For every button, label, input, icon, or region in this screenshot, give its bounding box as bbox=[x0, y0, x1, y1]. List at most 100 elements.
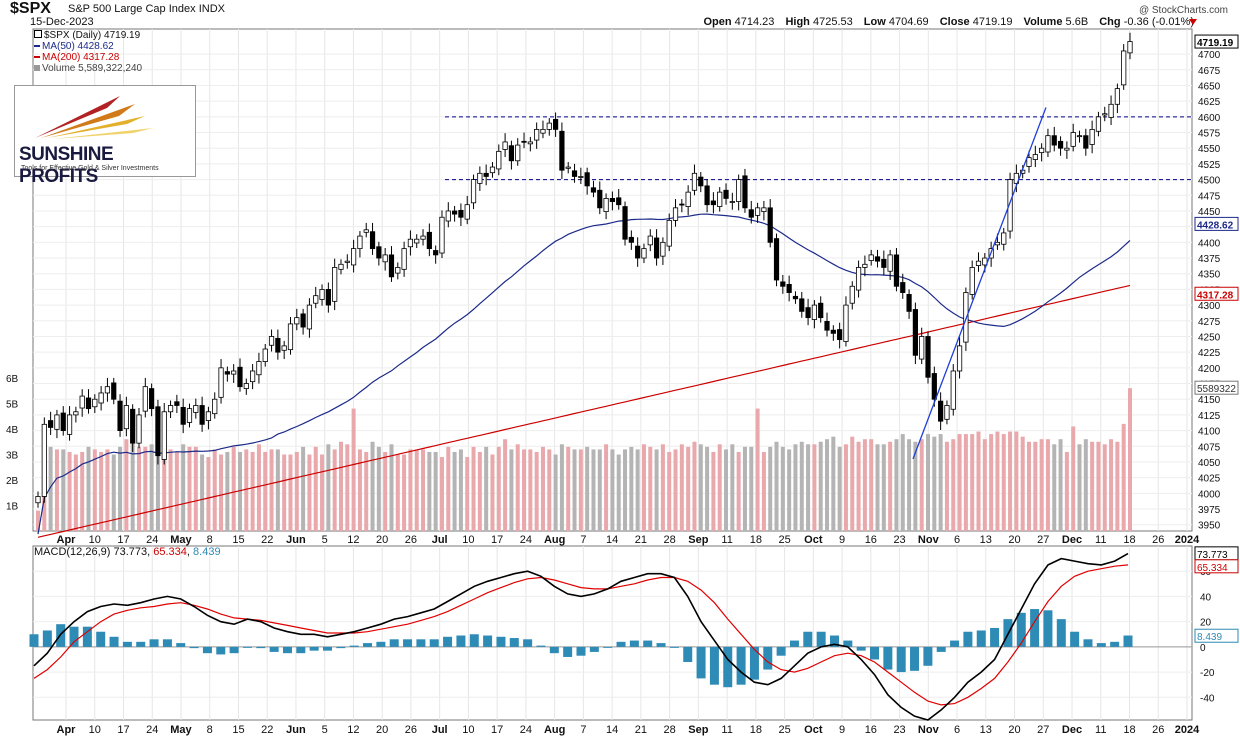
chg-down-icon bbox=[1189, 19, 1197, 25]
volume-bar bbox=[812, 444, 817, 531]
volume-bar bbox=[225, 451, 230, 531]
volume-bar bbox=[749, 446, 754, 531]
signal-flag-box bbox=[1194, 559, 1239, 574]
macd-hist-bar bbox=[296, 646, 306, 654]
y-tick-label: 4200 bbox=[1198, 364, 1221, 375]
macd-sep: , bbox=[147, 546, 154, 558]
x-tick-label: Sep bbox=[688, 534, 708, 546]
volume-bar bbox=[1045, 439, 1050, 531]
volume-bar bbox=[1083, 439, 1088, 531]
volume-bar bbox=[244, 449, 249, 531]
volume-bar bbox=[313, 446, 318, 531]
volume-bar bbox=[932, 436, 937, 531]
chart-date: 15-Dec-2023 bbox=[30, 16, 94, 28]
candle-body bbox=[578, 176, 584, 178]
candle-body bbox=[761, 207, 767, 213]
candle-body bbox=[186, 408, 193, 423]
candle-body bbox=[754, 207, 761, 216]
volume-bar bbox=[780, 446, 785, 531]
volume-bar bbox=[288, 454, 293, 531]
legend-price: $SPX (Daily) 4719.19 bbox=[34, 30, 142, 41]
candle-body bbox=[300, 313, 306, 328]
y-tick-label: 4350 bbox=[1198, 270, 1221, 281]
x-tick-label-bottom: 28 bbox=[663, 724, 675, 736]
volume-bar bbox=[1121, 423, 1126, 531]
volume-bar bbox=[427, 451, 432, 531]
volume-bar bbox=[162, 451, 167, 531]
macd-hist-bar bbox=[1123, 635, 1133, 647]
candle-body bbox=[622, 206, 628, 240]
macd-hist-bar bbox=[723, 646, 733, 688]
volume-bar bbox=[1109, 439, 1114, 531]
candle-body bbox=[975, 260, 982, 266]
macd-hist-bar bbox=[176, 643, 186, 647]
x-tick-label: 20 bbox=[1008, 534, 1020, 546]
candle-body bbox=[521, 140, 527, 143]
x-tick-label: 9 bbox=[839, 534, 845, 546]
volume-bar bbox=[604, 444, 609, 531]
candle-body bbox=[1095, 116, 1102, 132]
candle-body bbox=[1127, 41, 1133, 54]
volume-bar bbox=[496, 446, 501, 531]
macd-hist-bar bbox=[96, 631, 106, 647]
macd-hist-bar bbox=[256, 646, 266, 649]
volume-bar bbox=[219, 454, 224, 531]
candle-body bbox=[1114, 88, 1120, 105]
legend-ma200: MA(200) 4317.28 bbox=[34, 52, 142, 63]
candle-body bbox=[433, 250, 439, 256]
volume-bar bbox=[635, 449, 640, 531]
x-tick-label-bottom: 24 bbox=[146, 724, 158, 736]
x-tick-label: 25 bbox=[778, 534, 790, 546]
x-tick-label-bottom: Sep bbox=[688, 724, 708, 736]
candle-body bbox=[193, 405, 199, 413]
candle-body bbox=[313, 295, 319, 304]
volume-bar bbox=[761, 451, 766, 531]
macd-hist-bar bbox=[923, 646, 933, 666]
volume-bar bbox=[623, 449, 628, 531]
candle-body bbox=[723, 189, 729, 199]
macd-hist-bar bbox=[776, 646, 786, 656]
volume-bar bbox=[294, 451, 299, 531]
macd-hist-bar bbox=[816, 631, 826, 647]
candle-body bbox=[401, 248, 407, 270]
volume-bar bbox=[831, 436, 836, 531]
candle-body bbox=[843, 304, 849, 342]
candle-body bbox=[660, 241, 666, 257]
volume-label: Volume bbox=[1023, 16, 1063, 28]
macd-hist-bar bbox=[936, 646, 946, 652]
volume-bar bbox=[118, 446, 123, 531]
volume-bar bbox=[559, 444, 564, 531]
volume-bar bbox=[36, 510, 40, 531]
x-tick-label-bottom: 22 bbox=[261, 724, 273, 736]
candle-body bbox=[369, 231, 376, 250]
volume-flag: 5589322 bbox=[1197, 384, 1236, 395]
candle-body bbox=[729, 201, 735, 203]
candle-body bbox=[275, 337, 281, 353]
macd-hist-bar bbox=[122, 641, 132, 647]
candle-body bbox=[653, 237, 660, 259]
volume-bar bbox=[206, 457, 211, 531]
candle-body bbox=[130, 408, 136, 444]
candle-body bbox=[868, 254, 874, 261]
volume-bar bbox=[383, 451, 388, 531]
volume-bar bbox=[787, 449, 792, 531]
open-label: Open bbox=[703, 16, 732, 28]
volume-bar bbox=[1115, 441, 1120, 531]
candle-body bbox=[672, 207, 679, 221]
macd-hist-bar bbox=[803, 631, 813, 647]
volume-bar bbox=[768, 446, 773, 531]
volume-bar bbox=[1071, 426, 1076, 531]
candle-body bbox=[925, 336, 931, 378]
volume-bar bbox=[913, 441, 918, 531]
candle-body bbox=[767, 207, 773, 243]
volume-bar bbox=[534, 451, 539, 531]
macd-hist-bar bbox=[789, 640, 799, 647]
candle-body bbox=[1108, 103, 1114, 118]
volume-bar bbox=[862, 439, 867, 531]
x-tick-label: 14 bbox=[606, 534, 618, 546]
y-tick-label: 4525 bbox=[1198, 160, 1221, 171]
chg-label: Chg bbox=[1099, 16, 1121, 28]
volume-swatch bbox=[34, 65, 40, 71]
volume-bar bbox=[1058, 439, 1063, 531]
volume-bar bbox=[919, 439, 924, 531]
